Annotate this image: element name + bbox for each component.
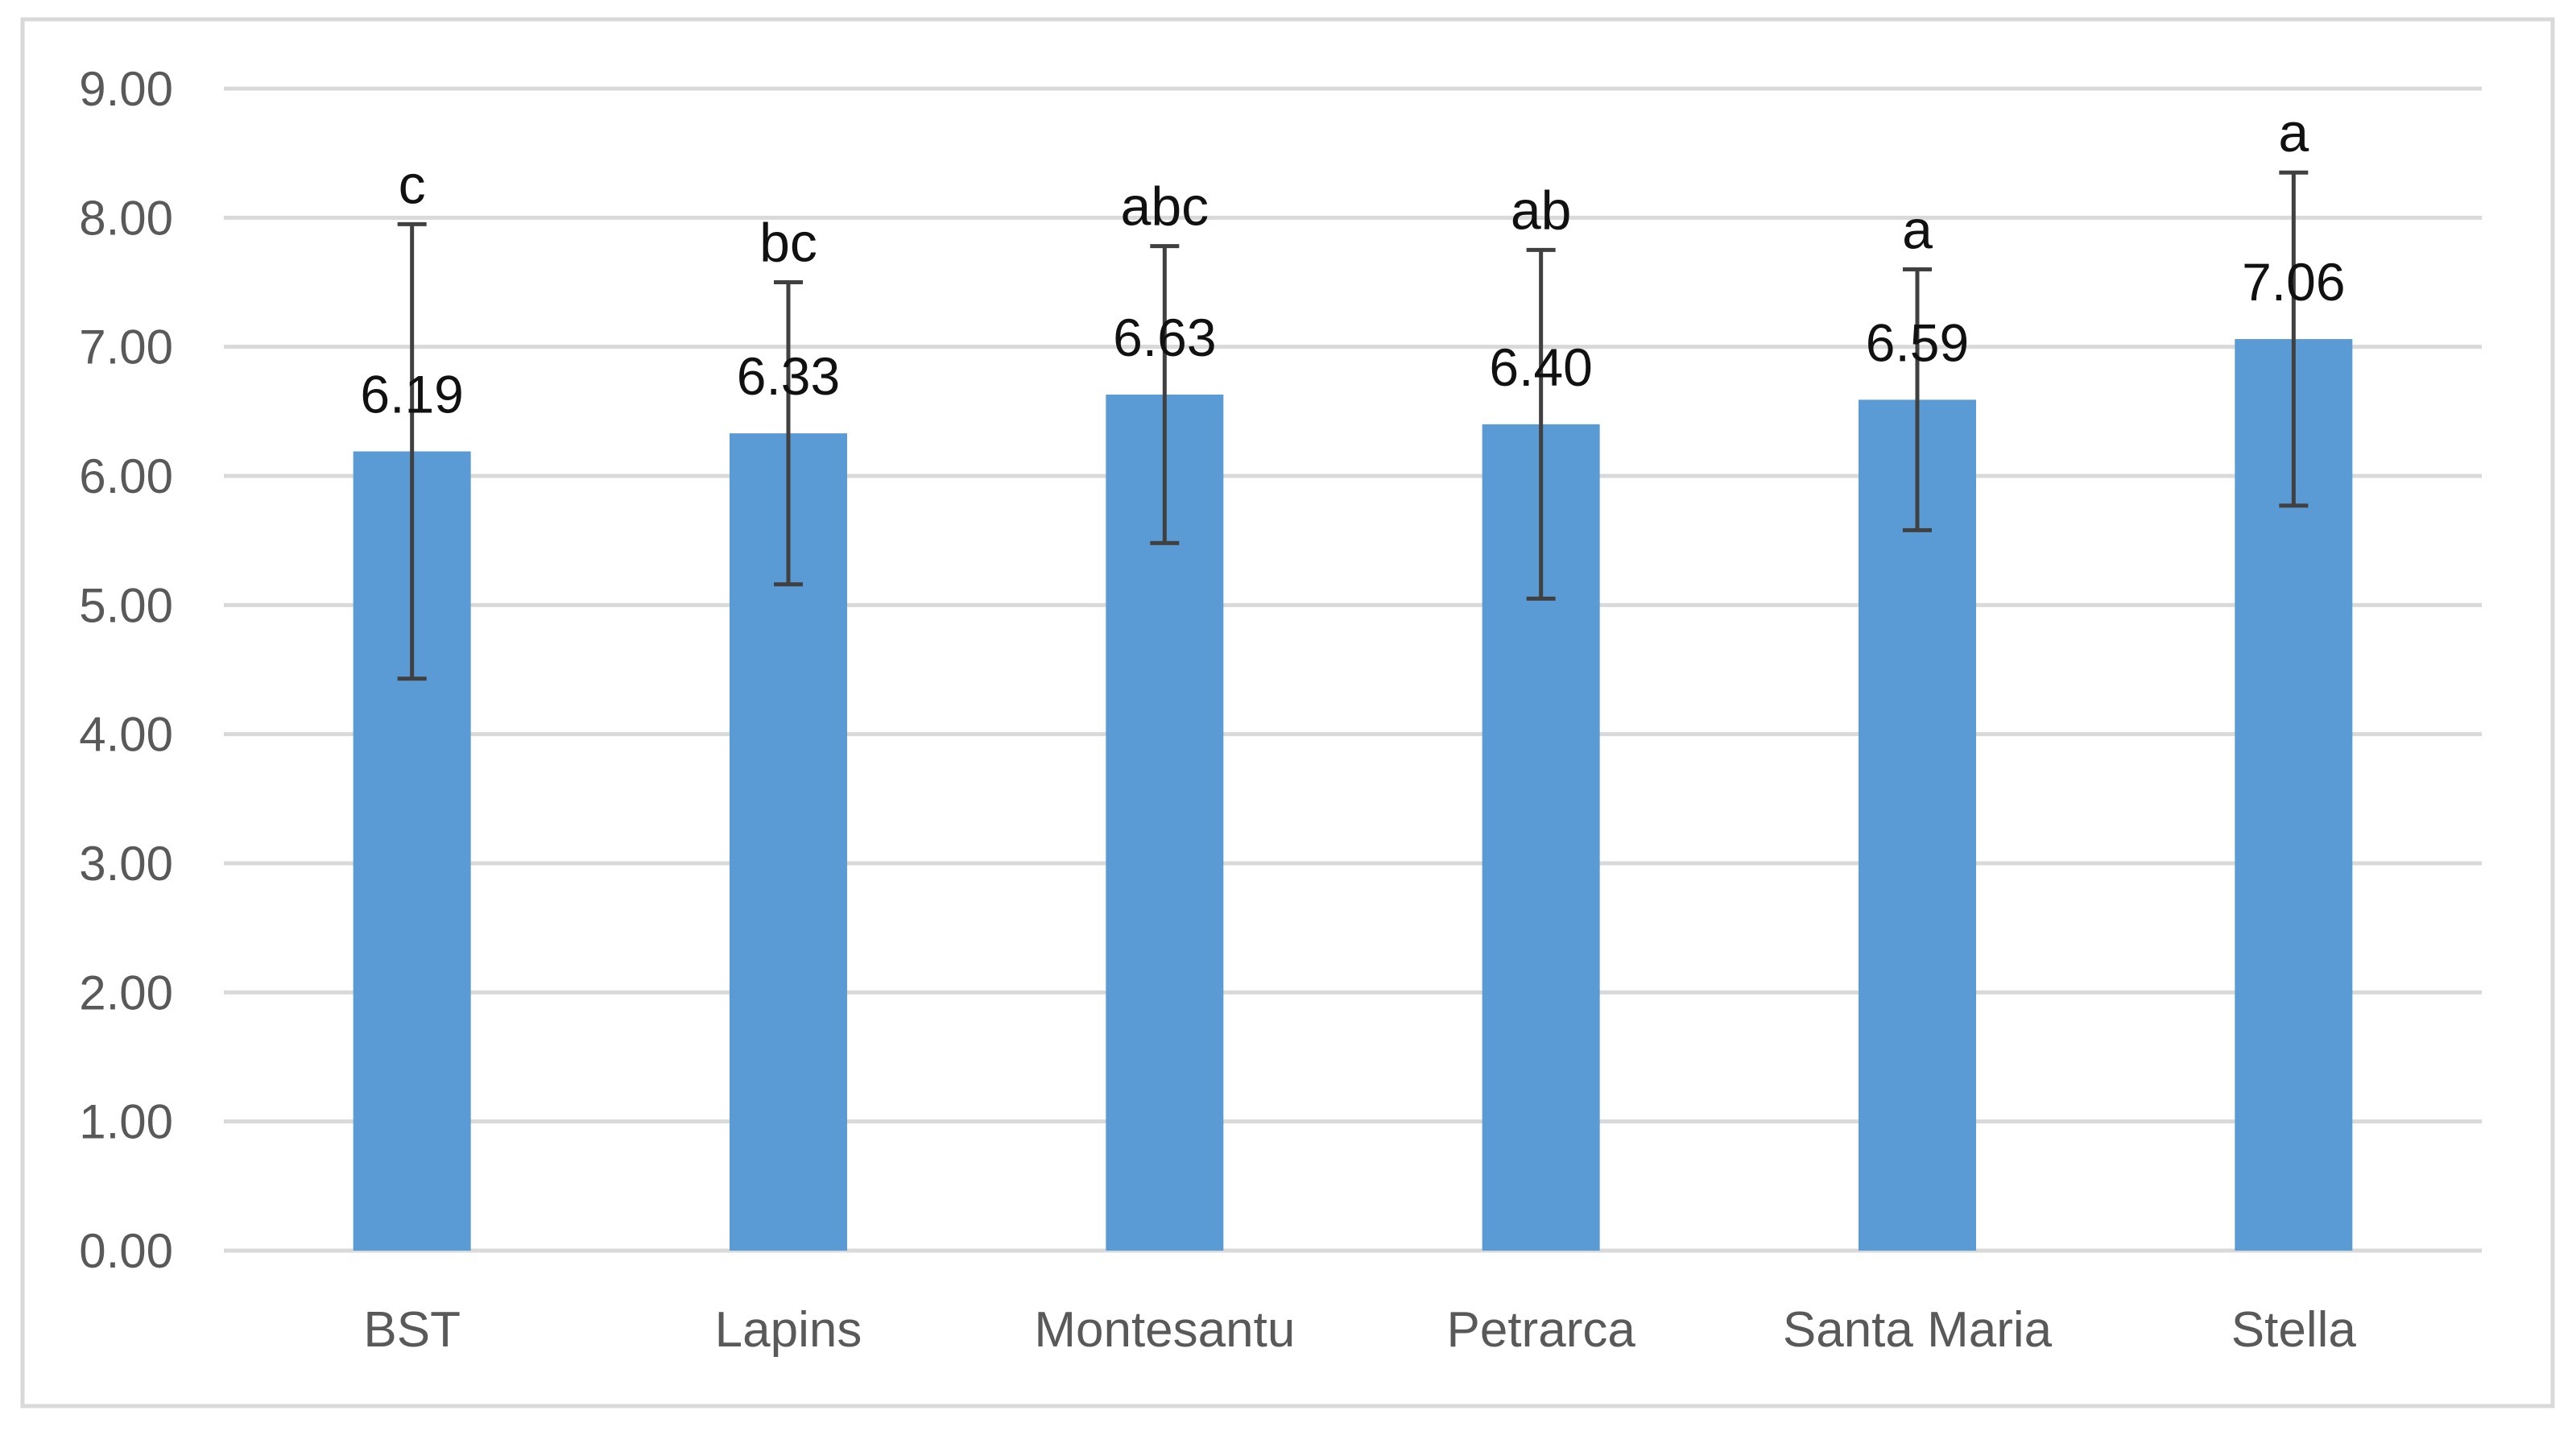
- data-label: 6.33: [737, 346, 840, 406]
- data-label: 6.40: [1489, 337, 1592, 397]
- x-category-label: BST: [363, 1302, 461, 1358]
- y-tick-label: 6.00: [79, 449, 173, 503]
- x-category-label: Montesantu: [1034, 1302, 1295, 1358]
- y-tick-label: 1.00: [79, 1095, 173, 1149]
- y-tick-label: 8.00: [79, 191, 173, 245]
- data-label: 6.19: [360, 365, 463, 424]
- y-tick-label: 9.00: [79, 62, 173, 116]
- x-category-label: Lapins: [715, 1302, 862, 1358]
- data-label: 6.63: [1113, 308, 1216, 367]
- significance-letter: a: [2278, 102, 2309, 163]
- data-label: 7.06: [2242, 252, 2345, 312]
- y-tick-label: 0.00: [79, 1224, 173, 1278]
- y-axis-ticks: 0.00 1.00 2.00 3.00 4.00 5.00 6.00 7.00 8.00 9.00: [79, 62, 173, 1278]
- error-bars: [397, 170, 2309, 681]
- y-tick-label: 5.00: [79, 578, 173, 632]
- data-label: 6.59: [1866, 312, 1969, 372]
- x-category-label: Stella: [2231, 1302, 2357, 1358]
- y-tick-label: 4.00: [79, 708, 173, 762]
- significance-letter: a: [1902, 199, 1933, 260]
- x-category-label: Santa Maria: [1783, 1302, 2053, 1358]
- y-tick-label: 2.00: [79, 966, 173, 1019]
- significance-letter: abc: [1121, 176, 1209, 238]
- significance-letter: bc: [759, 213, 817, 274]
- gridlines: [224, 86, 2482, 1253]
- significance-letter: c: [399, 154, 426, 215]
- x-axis-categories: BST Lapins Montesantu Petrarca Santa Maria St…: [363, 1302, 2356, 1358]
- significance-labels: c bc abc ab a a: [399, 102, 2309, 273]
- y-tick-label: 7.00: [79, 321, 173, 374]
- y-tick-label: 3.00: [79, 837, 173, 891]
- bar: [1859, 399, 1976, 1251]
- data-labels: 6.19 6.33 6.63 6.40 6.59 7.06: [360, 252, 2345, 424]
- significance-letter: ab: [1511, 180, 1572, 241]
- x-category-label: Petrarca: [1447, 1302, 1636, 1358]
